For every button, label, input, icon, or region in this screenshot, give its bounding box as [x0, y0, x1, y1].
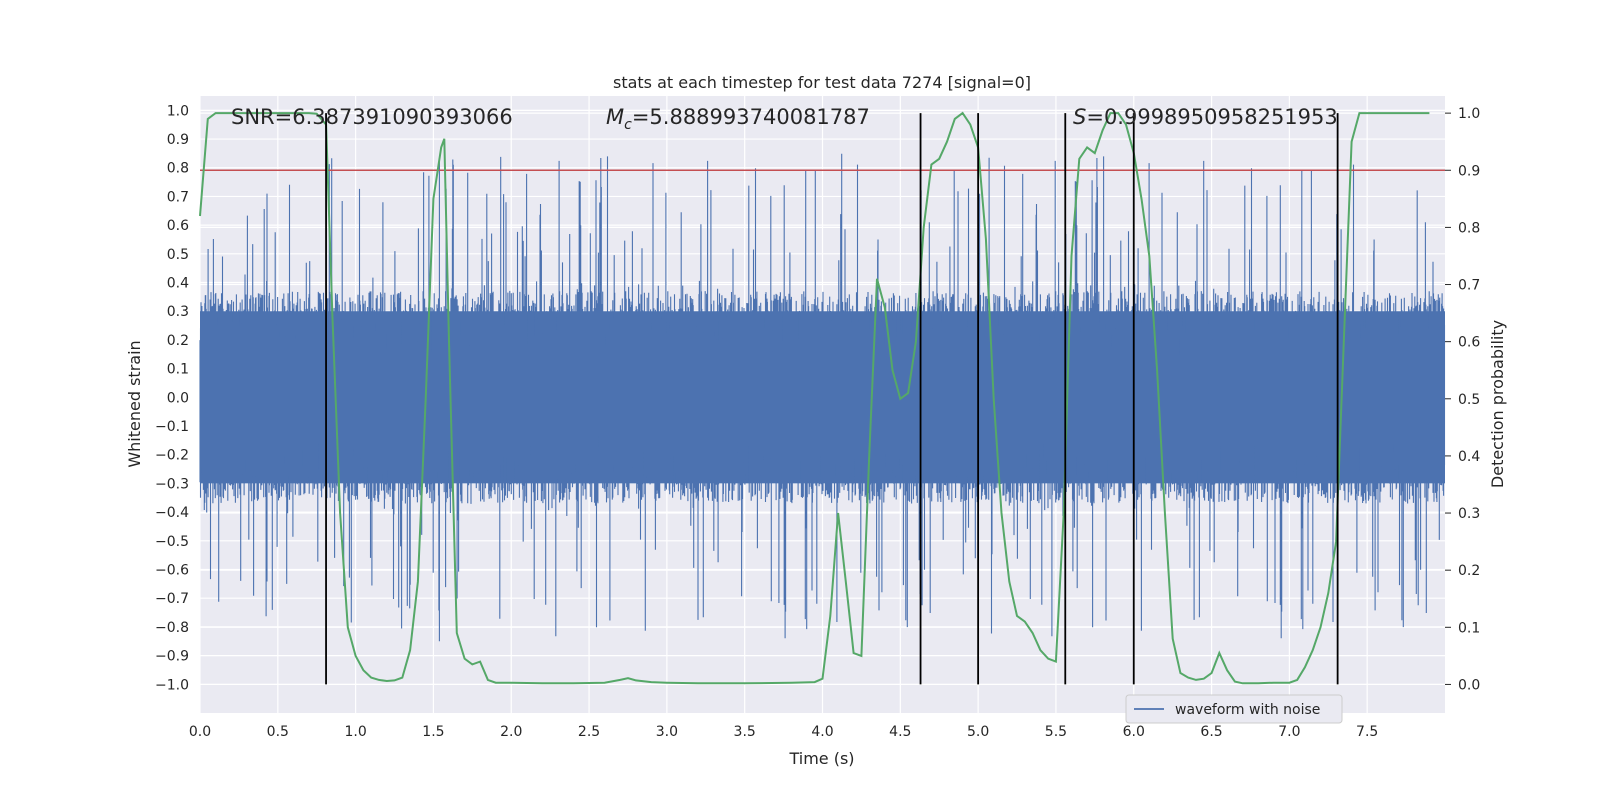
y-left-tick-label: 0.9 [167, 132, 189, 148]
y-right-tick-label: 0.5 [1458, 392, 1480, 408]
s-annotation: S=0.9998950958251953 [1073, 105, 1338, 129]
y-left-tick-label: −0.3 [155, 476, 189, 492]
y-left-tick-label: 0.1 [167, 362, 189, 378]
mc-symbol: M [606, 105, 624, 129]
x-tick-label: 4.0 [811, 724, 833, 740]
legend-box [1125, 694, 1343, 724]
mc-subscript: c [624, 117, 632, 133]
s-symbol: S [1073, 105, 1086, 129]
x-tick-label: 7.5 [1356, 724, 1378, 740]
x-tick-label: 2.0 [500, 724, 522, 740]
x-tick-label: 5.5 [1045, 724, 1067, 740]
y-left-tick-label: −0.9 [155, 649, 189, 665]
y-left-tick-label: 1.0 [167, 103, 189, 119]
y-left-tick-label: −0.1 [155, 419, 189, 435]
y-left-tick-label: −0.2 [155, 448, 189, 464]
x-tick-label: 7.0 [1278, 724, 1300, 740]
chart-title: stats at each timestep for test data 727… [613, 73, 1031, 92]
mc-annotation: Mc=5.888993740081787 [606, 105, 870, 133]
tick-labels: 0.0 0.5 1.0 1.5 2.0 2.5 3.0 3.5 4.0 4.5 5.0 5.5 6.0 6… [155, 103, 1480, 740]
probability-line [199, 111, 1430, 685]
y-right-tick-label: 0.1 [1458, 620, 1480, 636]
s-value: =0.9998950958251953 [1086, 105, 1337, 129]
legend: waveform with noise [1125, 694, 1343, 724]
y-right-tick-label: 0.4 [1458, 449, 1480, 465]
y-left-tick-label: −0.5 [155, 534, 189, 550]
x-tick-label: 6.5 [1200, 724, 1222, 740]
x-tick-label: 3.5 [734, 724, 756, 740]
y-axis-right-label: Detection probability [1488, 320, 1507, 488]
x-tick-label: 3.0 [656, 724, 678, 740]
y-right-tick-label: 0.7 [1458, 278, 1480, 294]
legend-label: waveform with noise [1175, 702, 1320, 718]
snr-annotation: SNR=6.387391090393066 [231, 105, 513, 129]
y-left-tick-label: 0.3 [167, 304, 189, 320]
x-tick-label: 1.0 [344, 724, 366, 740]
y-right-tick-label: 0.6 [1458, 335, 1480, 351]
y-left-tick-label: 0.5 [167, 247, 189, 263]
y-axis-left-label: Whitened strain [125, 340, 144, 467]
x-tick-label: 6.0 [1123, 724, 1145, 740]
y-right-tick-label: 0.2 [1458, 563, 1480, 579]
vertical-lines [325, 113, 1339, 685]
y-left-tick-label: 0.2 [167, 333, 189, 349]
y-left-tick-label: −0.8 [155, 620, 189, 636]
y-left-tick-label: 0.4 [167, 276, 189, 292]
x-tick-label: 1.5 [422, 724, 444, 740]
x-tick-label: 0.0 [189, 724, 211, 740]
waveform-line [199, 153, 1446, 642]
y-left-tick-label: 0.0 [167, 390, 189, 406]
x-tick-label: 4.5 [889, 724, 911, 740]
mc-value: =5.888993740081787 [632, 105, 870, 129]
x-tick-label: 2.5 [578, 724, 600, 740]
y-left-tick-label: 0.6 [167, 218, 189, 234]
y-left-tick-label: −0.7 [155, 591, 189, 607]
probability-layer [199, 111, 1445, 685]
x-axis-label: Time (s) [788, 749, 854, 768]
y-right-tick-label: 1.0 [1458, 106, 1480, 122]
y-right-tick-label: 0.8 [1458, 220, 1480, 236]
y-left-tick-label: 0.7 [167, 189, 189, 205]
y-left-tick-label: −1.0 [155, 677, 189, 693]
y-left-tick-label: −0.4 [155, 505, 189, 521]
y-left-tick-label: 0.8 [167, 161, 189, 177]
waveform-layer [199, 153, 1446, 642]
y-right-tick-label: 0.9 [1458, 163, 1480, 179]
y-left-tick-label: −0.6 [155, 563, 189, 579]
y-right-tick-label: 0.0 [1458, 677, 1480, 693]
x-tick-label: 5.0 [967, 724, 989, 740]
y-right-tick-label: 0.3 [1458, 506, 1480, 522]
x-tick-label: 0.5 [267, 724, 289, 740]
